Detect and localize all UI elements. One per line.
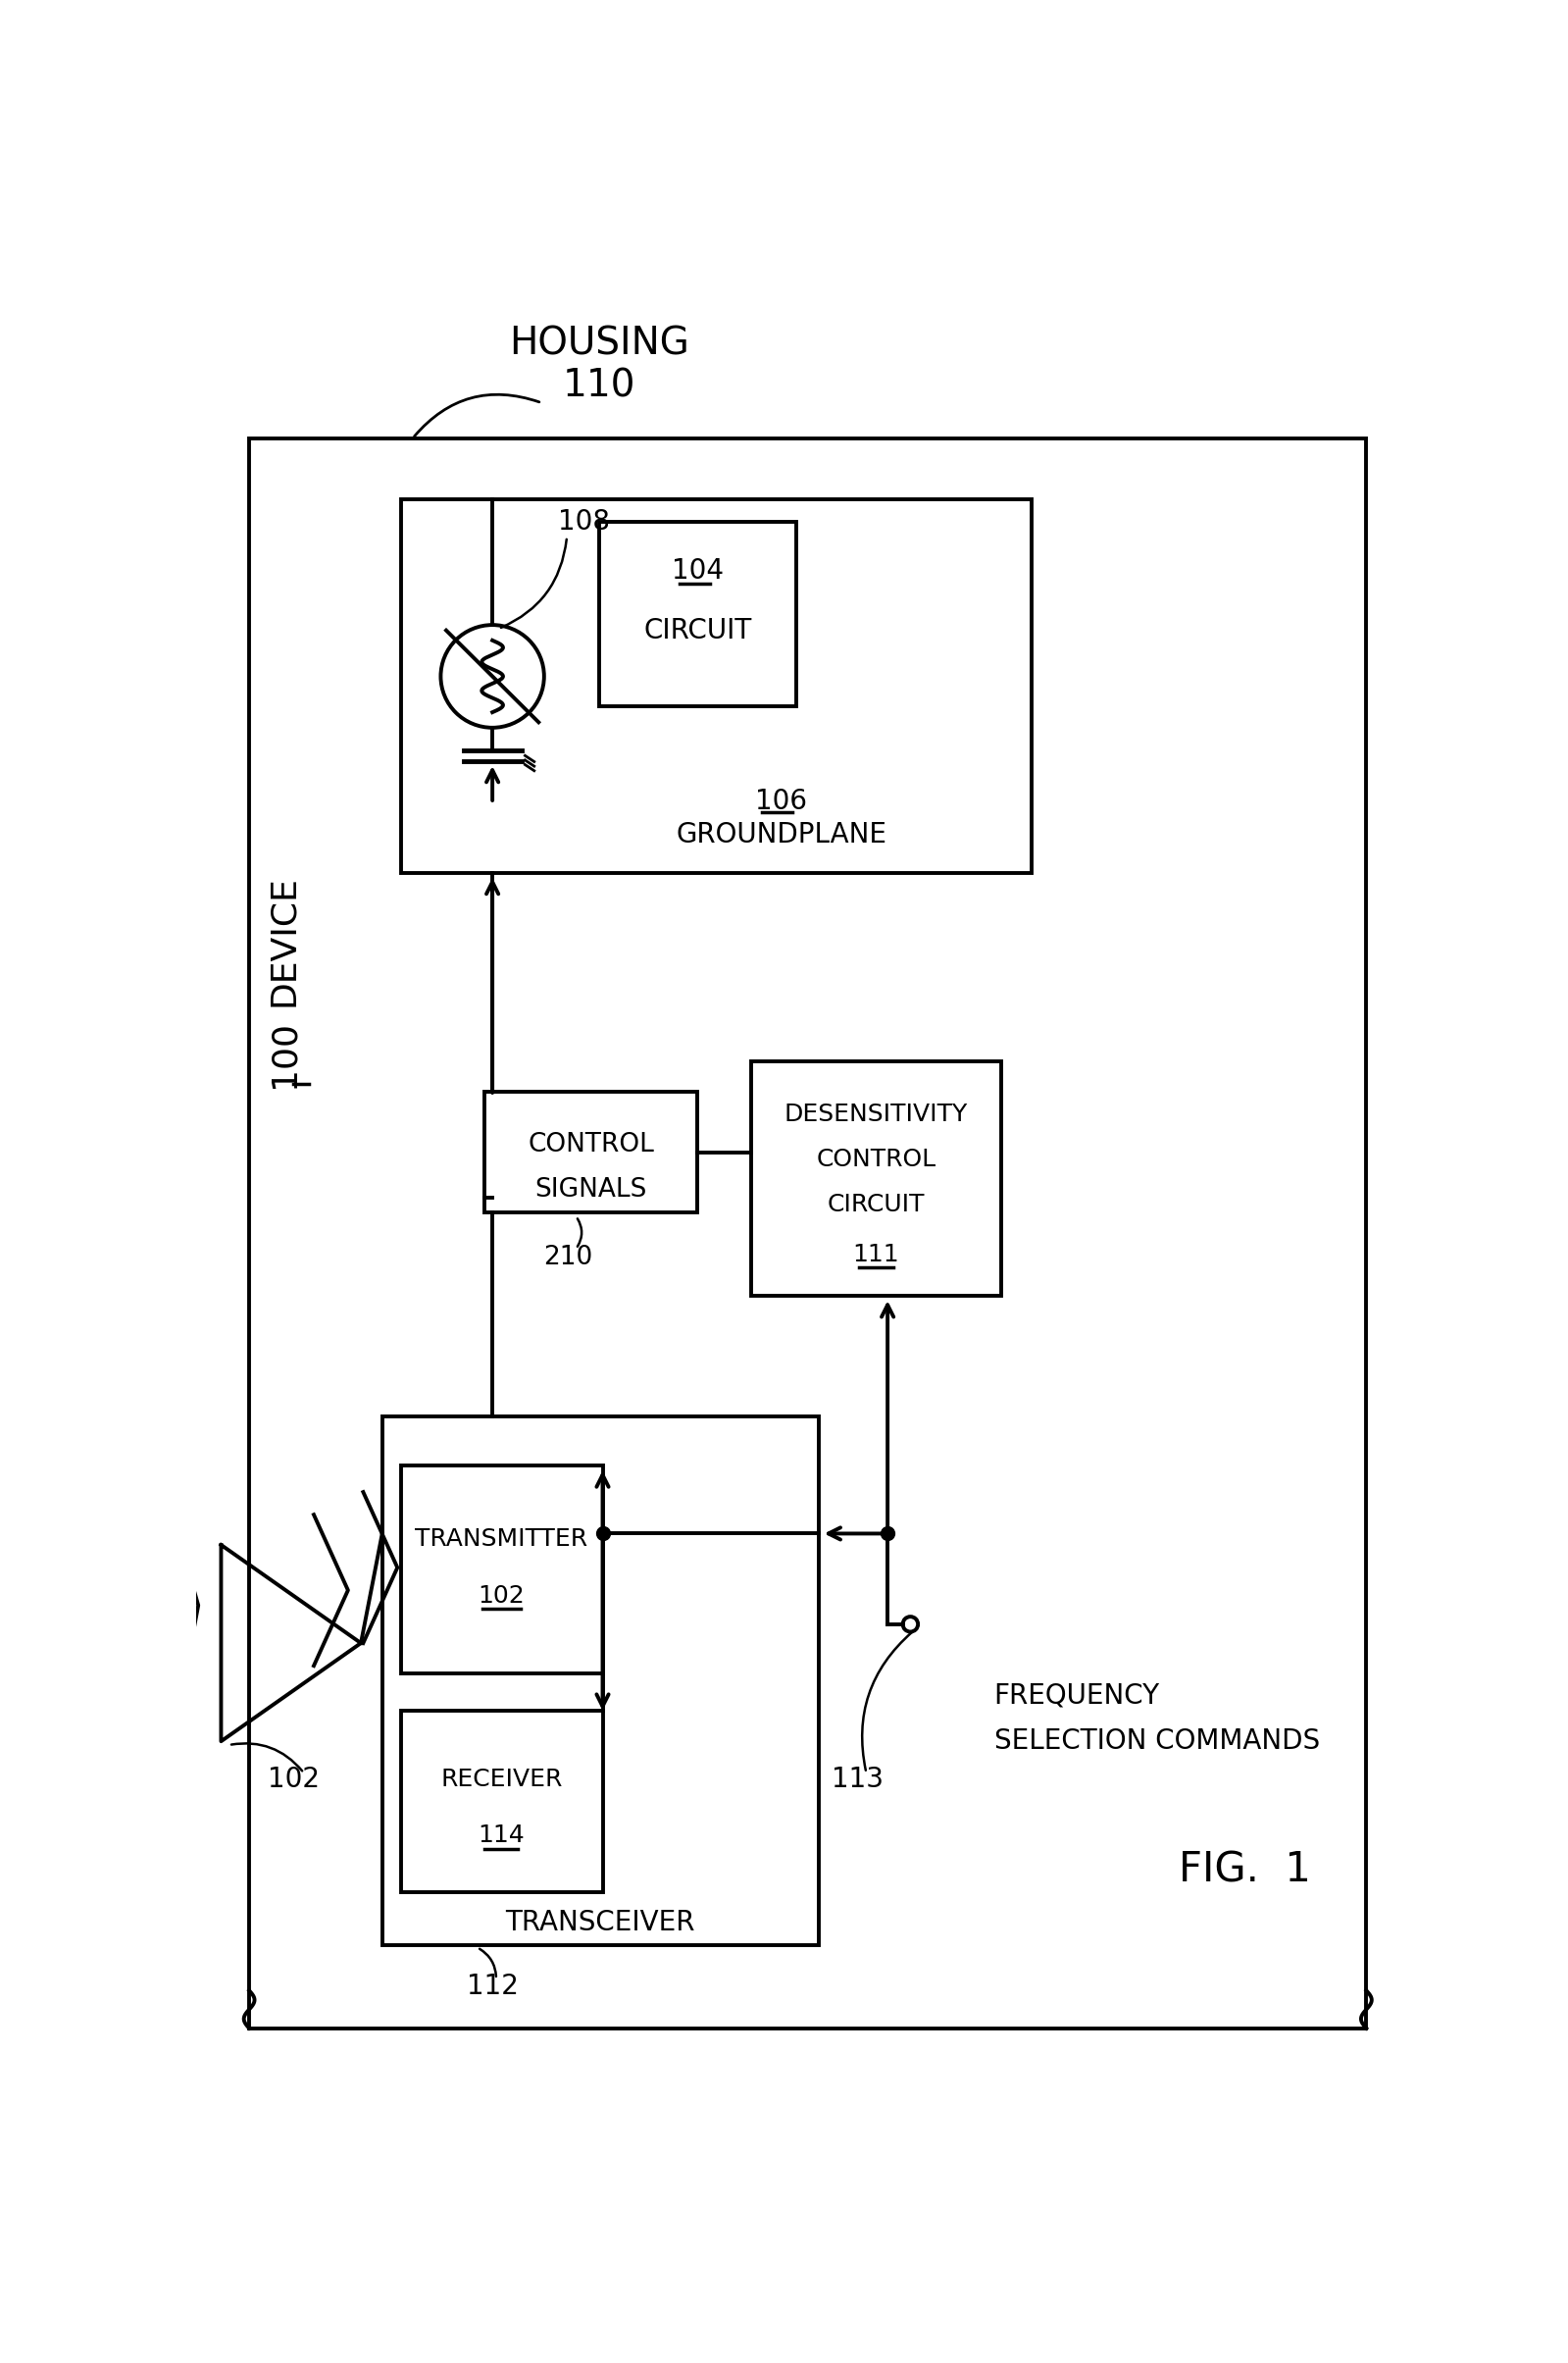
Text: FIG.  1: FIG. 1 (1179, 1850, 1311, 1890)
Text: 106: 106 (756, 787, 808, 815)
Text: 102: 102 (478, 1583, 525, 1607)
Text: 100: 100 (267, 1021, 299, 1087)
Text: CONTROL: CONTROL (528, 1132, 654, 1158)
Text: TRANSCEIVER: TRANSCEIVER (505, 1909, 695, 1935)
Bar (401, 1711, 602, 1893)
Text: 113: 113 (831, 1765, 883, 1794)
Text: GROUNDPLANE: GROUNDPLANE (676, 822, 886, 848)
Bar (485, 1092, 698, 1212)
Text: RECEIVER: RECEIVER (441, 1768, 563, 1791)
Bar (249, 440, 1366, 2027)
Text: 108: 108 (558, 508, 610, 534)
Text: TRANSMITTER: TRANSMITTER (416, 1526, 588, 1550)
Text: FREQUENCY: FREQUENCY (994, 1682, 1160, 1711)
Text: DESENSITIVITY: DESENSITIVITY (784, 1104, 967, 1127)
Text: DEVICE: DEVICE (267, 874, 299, 1007)
Text: HOUSING: HOUSING (508, 326, 688, 362)
Text: 102: 102 (267, 1765, 320, 1794)
Text: 112: 112 (466, 1973, 519, 2001)
Text: 104: 104 (671, 558, 723, 584)
Bar (599, 522, 797, 707)
Text: CIRCUIT: CIRCUIT (643, 617, 751, 645)
Bar (401, 499, 1032, 872)
Text: SIGNALS: SIGNALS (535, 1177, 648, 1203)
Text: CIRCUIT: CIRCUIT (828, 1193, 925, 1217)
Bar (383, 1415, 818, 1945)
Text: 110: 110 (563, 366, 635, 404)
Text: SELECTION COMMANDS: SELECTION COMMANDS (994, 1727, 1320, 1756)
Text: 111: 111 (853, 1243, 900, 1267)
Bar (751, 1061, 1002, 1295)
Text: CONTROL: CONTROL (817, 1148, 936, 1172)
Text: 114: 114 (478, 1824, 525, 1848)
Text: 210: 210 (544, 1245, 593, 1271)
Bar (401, 1465, 602, 1673)
